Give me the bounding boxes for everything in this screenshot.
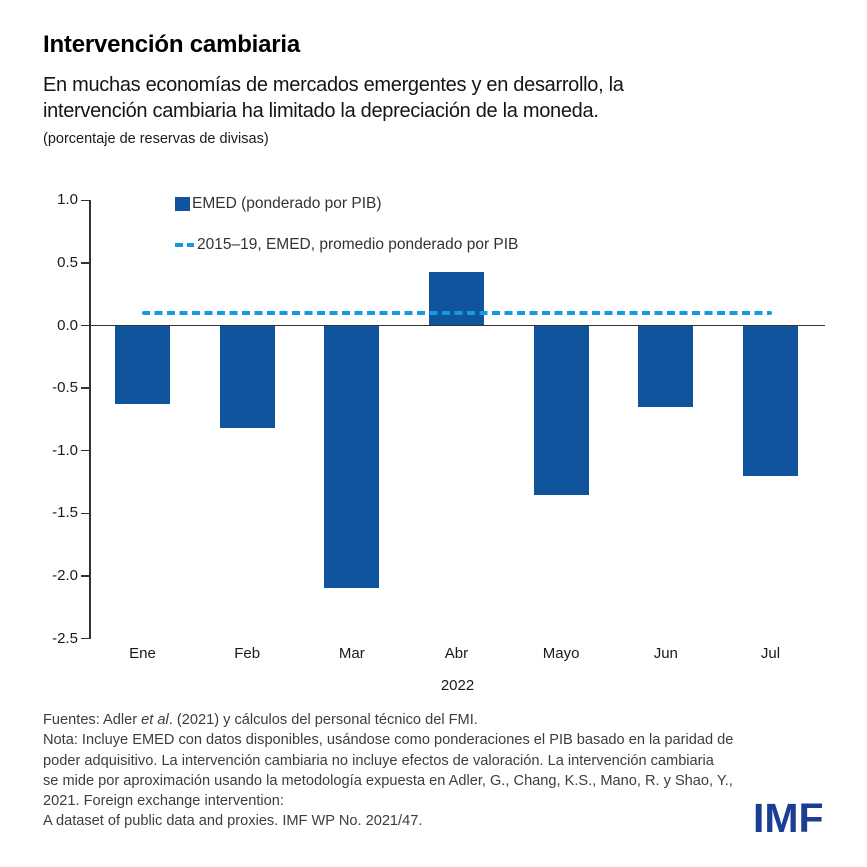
zero-line — [81, 324, 825, 327]
reference-dashed-line — [142, 311, 772, 315]
chart-footnotes: Fuentes: Adler et al. (2021) y cálculos … — [43, 710, 733, 832]
bar-Jul — [742, 325, 798, 476]
sources-line: Fuentes: Adler et al. (2021) y cálculos … — [43, 710, 733, 730]
legend-item-emed: EMED (ponderado por PIB) — [175, 195, 382, 212]
legend-emed-label: EMED (ponderado por PIB) — [192, 195, 382, 212]
bar-Jun — [638, 325, 694, 407]
chart-units-label: (porcentaje de reservas de divisas) — [43, 131, 269, 147]
sources-prefix: Fuentes: Adler — [43, 712, 142, 728]
chart-subtitle-line2: intervención cambiaria ha limitado la de… — [43, 100, 599, 122]
y-tick-mark — [81, 262, 90, 264]
note-line: se mide por aproximación usando la metod… — [43, 772, 733, 789]
y-tick-mark — [81, 199, 90, 202]
x-tick-label: Feb — [234, 645, 261, 662]
imf-logo: IMF — [753, 795, 824, 841]
legend-reference-label: 2015–19, EMED, promedio ponderado por PI… — [197, 236, 519, 253]
chart-subtitle: En muchas economías de mercados emergent… — [43, 72, 624, 124]
y-tick-mark — [81, 449, 90, 452]
x-tick-label: Mayo — [542, 645, 580, 662]
x-tick-label: Ene — [129, 645, 156, 662]
note-line: Nota: Incluye EMED con datos disponibles… — [43, 732, 734, 749]
y-tick-label: 0.5 — [57, 253, 78, 271]
note-line: poder adquisitivo. La intervención cambi… — [43, 752, 714, 769]
x-tick-label: Mar — [338, 645, 365, 662]
x-tick-label: Jul — [760, 645, 781, 662]
note-line: A dataset of public data and proxies. IM… — [43, 813, 423, 830]
bar-Feb — [219, 325, 275, 429]
legend-item-reference: 2015–19, EMED, promedio ponderado por PI… — [175, 236, 519, 253]
x-tick-label: Abr — [444, 645, 469, 662]
y-axis-line — [89, 200, 91, 639]
y-tick-mark — [81, 387, 90, 389]
y-tick-label: -1.5 — [52, 504, 78, 522]
sources-suffix: . (2021) y cálculos del personal técnico… — [168, 712, 478, 728]
x-axis-title: 2022 — [440, 677, 475, 694]
x-tick-label: Jun — [653, 645, 678, 662]
y-tick-label: 1.0 — [57, 191, 78, 209]
y-tick-mark — [81, 575, 90, 577]
note-line: 2021. Foreign exchange intervention: — [43, 793, 284, 810]
bar-Abr — [428, 271, 484, 326]
chart-subtitle-line1: En muchas economías de mercados emergent… — [43, 74, 624, 96]
bar-Mayo — [533, 325, 589, 495]
y-tick-mark — [81, 512, 90, 515]
y-tick-label: 0.0 — [57, 316, 78, 334]
sources-italic: et al — [141, 712, 169, 728]
y-tick-label: -2.5 — [52, 629, 78, 647]
page-title: Intervención cambiaria — [43, 31, 301, 58]
bar-Ene — [115, 325, 170, 405]
dashed-line-swatch-icon — [175, 243, 194, 247]
bar-series-swatch-icon — [175, 197, 190, 211]
y-tick-label: -2.0 — [52, 566, 78, 584]
y-tick-label: -0.5 — [52, 379, 78, 397]
bar-Mar — [324, 325, 380, 589]
y-tick-mark — [81, 637, 90, 640]
y-tick-label: -1.0 — [52, 441, 78, 459]
